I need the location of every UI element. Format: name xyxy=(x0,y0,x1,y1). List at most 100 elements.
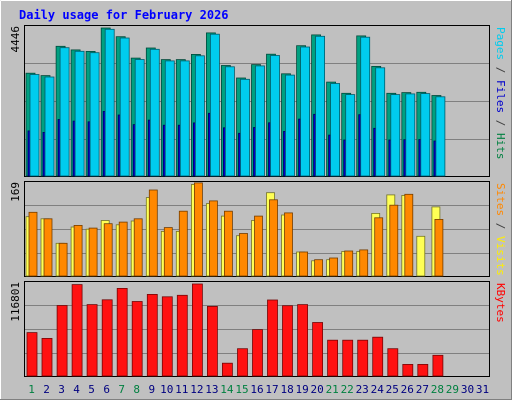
bar-pages xyxy=(59,47,70,177)
x-tick-label: 18 xyxy=(280,383,293,396)
bar-kbytes xyxy=(101,299,113,377)
bar-pages xyxy=(375,67,386,177)
x-tick-label: 17 xyxy=(265,383,278,396)
bar-kbytes xyxy=(327,339,339,377)
bar-pages xyxy=(420,93,431,177)
bar-sites xyxy=(389,204,399,277)
bar-sites xyxy=(314,259,324,277)
bar-sites xyxy=(404,193,414,277)
bar-kbytes xyxy=(312,322,324,377)
x-tick-label: 12 xyxy=(190,383,203,396)
bar-kbytes xyxy=(372,336,384,377)
panel-hits-legend: Pages / Files / Hits xyxy=(494,27,507,160)
legend-item: / xyxy=(494,60,507,80)
chart-panels: 4446 Pages / Files / Hits 169 Sites / Visit… xyxy=(9,25,507,377)
x-tick-label: 26 xyxy=(401,383,414,396)
bar-sites xyxy=(344,250,354,277)
chart-title: Daily usage for February 2026 xyxy=(19,8,229,22)
legend-item: Pages xyxy=(494,27,507,60)
x-tick-label: 22 xyxy=(341,383,354,396)
bar-pages xyxy=(209,33,220,177)
bar-pages xyxy=(224,66,235,177)
bar-sites xyxy=(208,200,218,277)
bar-kbytes xyxy=(131,301,143,377)
bar-pages xyxy=(255,65,265,177)
x-axis-labels: 1 2 3 4 5 6 7 8 9 10 11 12 13 14 15 16 17 18 19 20 21 22 23 24 2… xyxy=(28,383,489,396)
series-sites xyxy=(28,182,444,277)
bar-kbytes xyxy=(237,348,248,377)
bar-pages xyxy=(360,36,371,177)
bar-sites xyxy=(133,218,143,277)
bar-sites xyxy=(163,227,173,277)
bar-sites xyxy=(254,215,263,277)
series-pages xyxy=(29,28,446,177)
bar-kbytes xyxy=(41,337,53,377)
bar-pages xyxy=(345,94,356,177)
bar-kbytes xyxy=(56,305,68,377)
legend-item: / xyxy=(494,216,507,236)
x-tick-label: 7 xyxy=(118,383,125,396)
x-tick-label: 29 xyxy=(446,383,459,396)
x-tick-label: 20 xyxy=(310,383,323,396)
legend-item: Hits xyxy=(494,133,507,160)
x-tick-label: 28 xyxy=(431,383,444,396)
x-tick-label: 25 xyxy=(386,383,399,396)
bar-pages xyxy=(104,28,115,177)
x-tick-label: 13 xyxy=(205,383,218,396)
legend-item: Visits xyxy=(494,236,507,276)
panel-visits-ymax-label: 169 xyxy=(9,182,22,202)
bar-sites xyxy=(359,249,369,277)
bar-pages xyxy=(89,52,100,177)
bar-kbytes xyxy=(282,305,293,377)
x-tick-label: 31 xyxy=(476,383,489,396)
x-tick-label: 24 xyxy=(371,383,385,396)
panel-visits-legend: Sites / Visits xyxy=(494,183,507,276)
bar-kbytes xyxy=(267,299,278,377)
bar-sites xyxy=(239,233,248,277)
bar-kbytes xyxy=(252,329,263,377)
bar-pages xyxy=(149,48,160,177)
bar-kbytes xyxy=(86,304,98,377)
bar-kbytes xyxy=(402,363,414,377)
x-tick-label: 5 xyxy=(88,383,95,396)
bar-kbytes xyxy=(432,354,444,377)
x-tick-label: 27 xyxy=(416,383,429,396)
x-tick-label: 9 xyxy=(148,383,155,396)
bar-pages xyxy=(29,74,40,177)
bar-pages xyxy=(270,55,280,177)
bar-kbytes xyxy=(176,294,188,377)
bar-pages xyxy=(134,59,145,177)
x-tick-label: 4 xyxy=(73,383,80,396)
x-tick-label: 11 xyxy=(175,383,188,396)
bar-kbytes xyxy=(161,296,173,377)
x-tick-label: 8 xyxy=(133,383,140,396)
legend-item: / xyxy=(494,113,507,133)
bar-pages xyxy=(240,78,250,177)
bar-sites xyxy=(43,218,53,277)
x-tick-label: 30 xyxy=(461,383,474,396)
bar-sites xyxy=(329,257,339,277)
x-tick-label: 23 xyxy=(356,383,369,396)
bar-kbytes xyxy=(191,283,203,377)
bar-pages xyxy=(74,50,85,177)
bar-visits xyxy=(416,235,426,277)
bar-sites xyxy=(299,251,309,277)
bar-sites xyxy=(88,227,98,277)
bar-sites xyxy=(28,211,38,277)
series-kbytes xyxy=(26,283,444,377)
bar-pages xyxy=(390,94,401,177)
panel-hits-ymax-label: 4446 xyxy=(9,26,22,53)
bar-pages xyxy=(315,35,326,177)
bar-pages xyxy=(285,74,295,177)
x-tick-label: 19 xyxy=(295,383,308,396)
x-tick-label: 16 xyxy=(250,383,263,396)
bar-kbytes xyxy=(26,332,38,377)
bar-kbytes xyxy=(387,348,399,377)
x-tick-label: 3 xyxy=(58,383,65,396)
bar-pages xyxy=(405,93,416,177)
panel-kbytes-legend: KBytes xyxy=(494,283,507,323)
bar-sites xyxy=(178,210,188,277)
bar-sites xyxy=(374,217,384,277)
bar-sites xyxy=(193,182,203,277)
